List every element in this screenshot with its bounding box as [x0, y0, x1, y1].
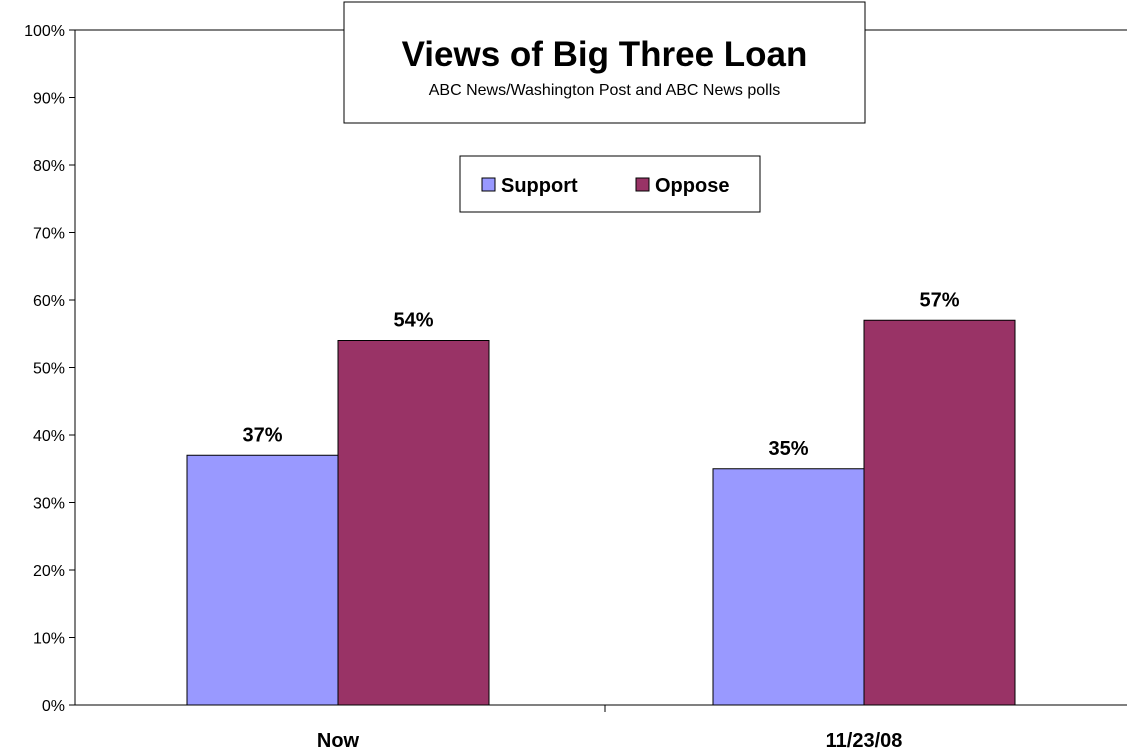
x-tick-label: 11/23/08	[826, 730, 903, 751]
x-tick-label: Now	[317, 730, 360, 751]
y-ticks: 0% 10% 20% 30% 40% 50% 60% 70% 80% 90% 100%	[24, 23, 75, 715]
x-ticks: Now 11/23/08	[317, 730, 903, 752]
legend-swatch-support	[481, 177, 496, 192]
y-tick-label: 20%	[33, 563, 65, 580]
y-tick-label: 70%	[33, 226, 65, 243]
bars	[186, 319, 1016, 706]
data-label-oppose-0: 54%	[393, 310, 433, 332]
y-tick-label: 10%	[33, 631, 65, 648]
y-tick-label: 60%	[33, 293, 65, 310]
bar-oppose-1	[863, 319, 1016, 706]
data-label-support-0: 37%	[242, 424, 282, 446]
bar-support-0	[186, 454, 339, 706]
bar-support-1	[712, 468, 865, 706]
y-tick-label: 80%	[33, 158, 65, 175]
y-tick-label: 30%	[33, 496, 65, 513]
data-labels: 37% 54% 35% 57%	[242, 289, 959, 460]
y-tick-label: 100%	[24, 23, 65, 40]
title-box: Views of Big Three Loan ABC News/Washing…	[343, 1, 866, 124]
y-tick-label: 90%	[33, 91, 65, 108]
legend: Support Oppose	[459, 155, 761, 213]
y-tick-label: 40%	[33, 428, 65, 445]
y-tick-label: 50%	[33, 361, 65, 378]
data-label-oppose-1: 57%	[919, 289, 959, 311]
legend-label-support: Support	[501, 175, 578, 197]
y-tick-label: 0%	[42, 698, 65, 715]
chart-subtitle: ABC News/Washington Post and ABC News po…	[429, 82, 781, 99]
legend-label-oppose: Oppose	[655, 175, 729, 197]
chart-title: Views of Big Three Loan	[402, 35, 808, 74]
legend-frame	[459, 155, 761, 213]
title-box-frame	[343, 1, 866, 124]
data-label-support-1: 35%	[768, 438, 808, 460]
legend-swatch-oppose	[635, 177, 650, 192]
bar-oppose-0	[337, 340, 490, 706]
